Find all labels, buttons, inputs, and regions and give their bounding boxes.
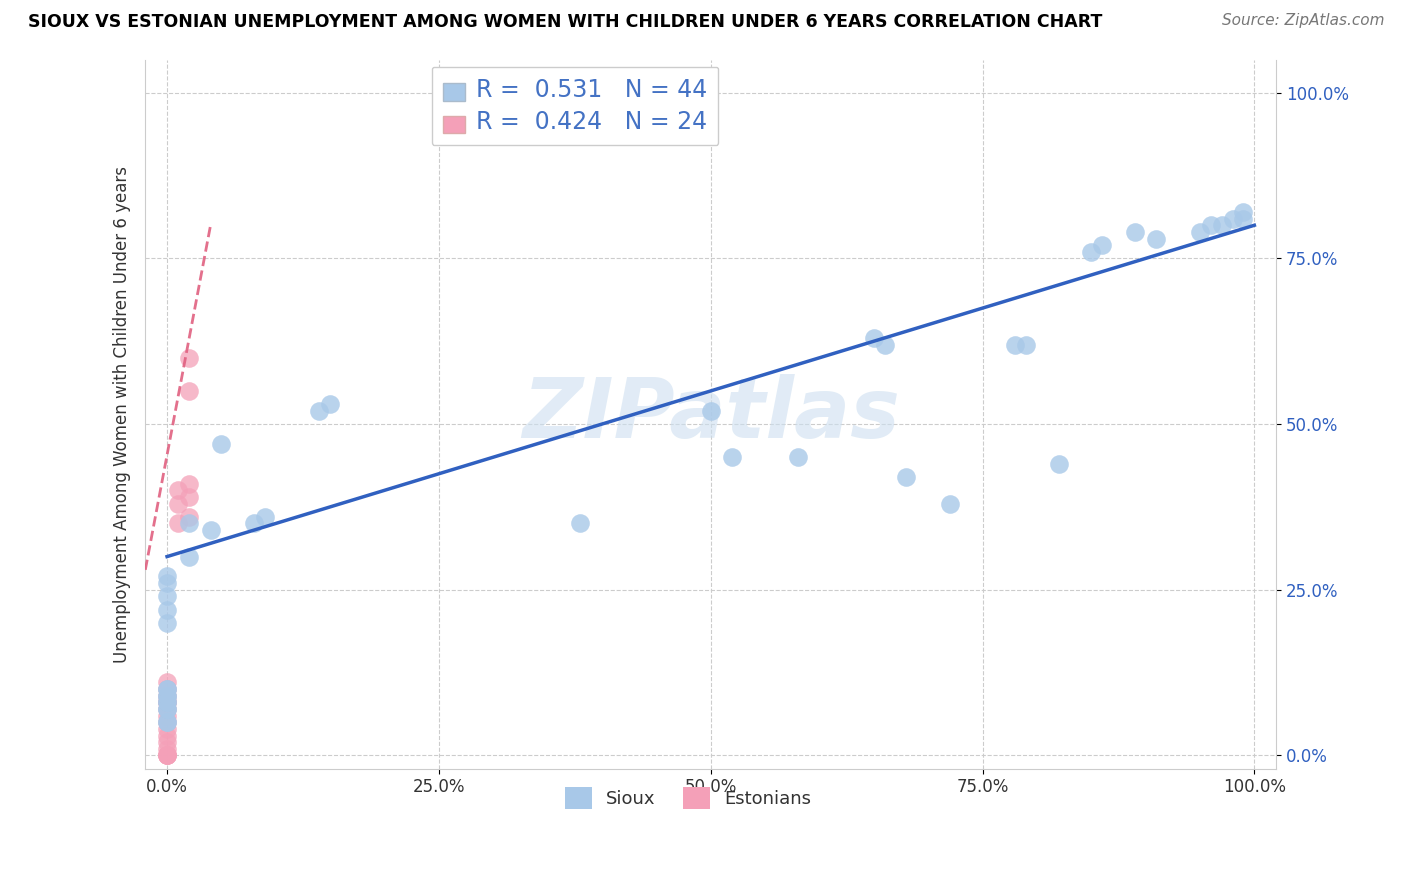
Point	[156, 748, 179, 763]
Point	[156, 682, 179, 697]
Point	[1222, 211, 1244, 226]
Point	[253, 509, 276, 524]
Point	[1232, 211, 1254, 226]
Point	[156, 590, 179, 604]
Point	[939, 497, 962, 511]
Point	[1146, 231, 1168, 245]
Point	[156, 695, 179, 709]
Point	[786, 450, 808, 465]
Point	[156, 715, 179, 730]
Point	[1080, 244, 1102, 259]
Point	[177, 549, 200, 564]
Point	[156, 689, 179, 703]
Point	[156, 675, 179, 690]
Point	[177, 516, 200, 531]
Point	[156, 741, 179, 756]
Text: SIOUX VS ESTONIAN UNEMPLOYMENT AMONG WOMEN WITH CHILDREN UNDER 6 YEARS CORRELATI: SIOUX VS ESTONIAN UNEMPLOYMENT AMONG WOM…	[28, 13, 1102, 31]
Point	[167, 483, 190, 498]
Point	[699, 404, 721, 418]
Point	[721, 450, 744, 465]
Point	[156, 689, 179, 703]
Point	[156, 615, 179, 630]
Point	[156, 682, 179, 697]
Point	[156, 715, 179, 730]
Point	[156, 682, 179, 697]
Point	[167, 516, 190, 531]
Point	[873, 337, 896, 351]
Point	[200, 523, 222, 537]
Point	[1123, 225, 1146, 239]
Point	[1091, 238, 1114, 252]
Point	[1047, 457, 1070, 471]
Point	[156, 748, 179, 763]
Point	[156, 708, 179, 723]
Point	[569, 516, 592, 531]
Y-axis label: Unemployment Among Women with Children Under 6 years: Unemployment Among Women with Children U…	[114, 166, 131, 663]
Legend: Sioux, Estonians: Sioux, Estonians	[558, 780, 818, 816]
Point	[177, 384, 200, 398]
Point	[319, 397, 342, 411]
Text: Source: ZipAtlas.com: Source: ZipAtlas.com	[1222, 13, 1385, 29]
Point	[1188, 225, 1211, 239]
Point	[156, 689, 179, 703]
Point	[1015, 337, 1038, 351]
Point	[156, 735, 179, 749]
Text: ZIPatlas: ZIPatlas	[522, 374, 900, 455]
Point	[1211, 219, 1233, 233]
Point	[156, 695, 179, 709]
Point	[156, 602, 179, 616]
Point	[156, 569, 179, 583]
Point	[156, 576, 179, 591]
Point	[156, 702, 179, 716]
Point	[156, 748, 179, 763]
Point	[1004, 337, 1026, 351]
Point	[862, 331, 884, 345]
Point	[209, 437, 232, 451]
Point	[177, 509, 200, 524]
Point	[156, 729, 179, 743]
Point	[156, 715, 179, 730]
Point	[156, 722, 179, 736]
Point	[156, 695, 179, 709]
Point	[156, 695, 179, 709]
Point	[243, 516, 266, 531]
Point	[1199, 219, 1222, 233]
Point	[156, 748, 179, 763]
Point	[156, 702, 179, 716]
Point	[177, 351, 200, 365]
Point	[177, 476, 200, 491]
Point	[1232, 205, 1254, 219]
Point	[308, 404, 330, 418]
Point	[167, 497, 190, 511]
Point	[156, 702, 179, 716]
Point	[177, 490, 200, 504]
Point	[896, 470, 918, 484]
